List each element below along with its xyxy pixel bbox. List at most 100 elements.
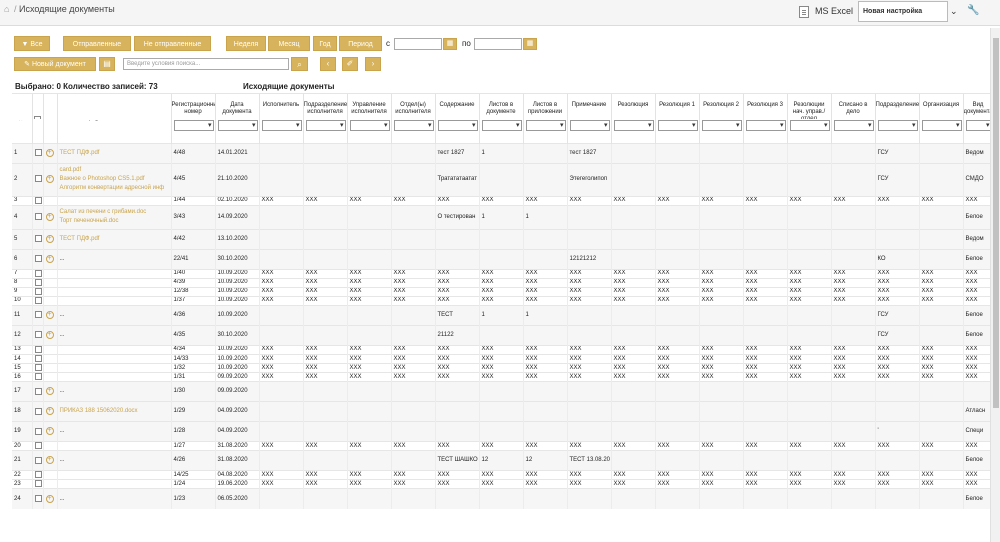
file-link[interactable]: ТЕСТ ПДФ.pdf [59, 235, 100, 242]
column-filter-select[interactable] [965, 120, 990, 131]
search-input[interactable]: Введите условия поиска... [123, 58, 289, 70]
add-circle-icon[interactable]: + [45, 175, 54, 184]
files-more[interactable]: ... [59, 428, 65, 435]
chevron-right-icon[interactable]: › [365, 57, 381, 71]
add-circle-icon[interactable]: + [45, 427, 54, 436]
add-circle-icon[interactable]: + [45, 212, 54, 221]
add-circle-icon[interactable]: + [45, 331, 54, 340]
period-custom-button[interactable]: Период [339, 36, 382, 51]
row-expand[interactable]: + [43, 401, 58, 422]
table-row[interactable]: 14 14/33 10.09.2020 XXX XXX XXX XXX XXX XXX XXX XX… [12, 353, 990, 364]
row-checkbox[interactable] [34, 311, 42, 319]
column-filter-select[interactable] [349, 120, 390, 131]
column-header[interactable]: Резолюция 3 [743, 94, 788, 143]
row-select[interactable] [32, 479, 44, 489]
scrollbar-thumb[interactable] [993, 38, 999, 408]
column-filter-select[interactable] [745, 120, 786, 131]
row-select[interactable] [32, 401, 44, 422]
home-icon[interactable]: ⌂ [4, 4, 10, 14]
table-row[interactable]: 13 4/34 10.09.2020 XXX XXX XXX XXX XXX XXX XXX XXX… [12, 344, 990, 355]
files-more[interactable]: ... [59, 495, 65, 502]
column-header[interactable]: Списано в дело [831, 94, 876, 143]
row-select[interactable] [32, 372, 44, 382]
column-filter-select[interactable] [833, 120, 874, 131]
column-header[interactable]: Резолюция 2 [699, 94, 744, 143]
row-expand[interactable]: + [43, 142, 58, 163]
row-select[interactable] [32, 353, 44, 364]
table-row[interactable]: 7 1/40 10.09.2020 XXX XXX XXX XXX XXX XXX XXX XXX X… [12, 268, 990, 279]
row-expand[interactable]: + [43, 204, 58, 230]
column-filter-select[interactable] [481, 120, 522, 131]
column-filter-select[interactable] [261, 120, 302, 131]
table-row[interactable]: 21 +... 4/26 31.08.2020 ТЕСТ ШАШКО 12 12 ТЕСТ 1… [12, 450, 990, 471]
column-header[interactable]: Управление исполнителя [347, 94, 392, 143]
period-week-button[interactable]: Неделя [226, 36, 266, 51]
row-checkbox[interactable] [34, 407, 42, 415]
document-icon[interactable]: ▤ [99, 57, 115, 71]
column-header[interactable]: № [12, 94, 33, 143]
column-header[interactable]: Дата документа [215, 94, 260, 143]
row-select[interactable] [32, 195, 44, 206]
table-row[interactable]: 8 4/39 10.09.2020 XXX XXX XXX XXX XXX XXX XXX XXX X… [12, 277, 990, 288]
row-checkbox[interactable] [34, 427, 42, 435]
table-row[interactable]: 3 1/44 02.10.2020 XXX XXX XXX XXX XXX XXX XXX XXX X… [12, 195, 990, 206]
filter-not-sent-button[interactable]: Не отправленные [134, 36, 211, 51]
chevron-left-icon[interactable]: ‹ [320, 57, 336, 71]
preset-select[interactable]: Новая настройка [858, 1, 948, 22]
add-circle-icon[interactable]: + [45, 456, 54, 465]
row-checkbox[interactable] [34, 471, 42, 479]
row-expand[interactable]: + [43, 488, 58, 509]
column-filter-select[interactable] [921, 120, 962, 131]
files-more[interactable]: ... [59, 255, 65, 262]
filter-sent-button[interactable]: Отправленные [63, 36, 131, 51]
excel-icon[interactable] [799, 6, 809, 18]
row-select[interactable] [32, 344, 44, 355]
calendar-icon[interactable]: ▦ [523, 38, 537, 50]
table-row[interactable]: 23 1/24 19.06.2020 XXX XXX XXX XXX XXX XXX XXX XXX… [12, 479, 990, 489]
row-expand[interactable]: + [43, 324, 58, 346]
row-checkbox[interactable] [34, 373, 42, 381]
column-header[interactable]: Подразделение [875, 94, 920, 143]
column-header[interactable]: Отдел(ы) исполнителя [391, 94, 436, 143]
new-document-button[interactable]: ✎ Новый документ [14, 57, 96, 71]
column-filter-select[interactable] [173, 120, 214, 131]
add-circle-icon[interactable]: + [45, 254, 54, 263]
column-header[interactable]: Листов в приложении [523, 94, 568, 143]
add-circle-icon[interactable]: + [45, 494, 54, 503]
file-link[interactable]: Салат из печени с грибами.doc [59, 209, 147, 216]
column-header[interactable]: Вид документа [963, 94, 990, 143]
row-checkbox[interactable] [34, 148, 42, 156]
row-checkbox[interactable] [34, 297, 42, 304]
row-checkbox[interactable] [34, 442, 42, 450]
row-checkbox[interactable] [34, 235, 42, 243]
row-select[interactable] [32, 277, 44, 288]
row-checkbox[interactable] [34, 255, 42, 263]
row-select[interactable] [32, 488, 44, 509]
column-header[interactable]: Резолюция [611, 94, 656, 143]
row-select[interactable] [32, 162, 44, 196]
table-row[interactable]: 20 1/27 31.08.2020 XXX XXX XXX XXX XXX XXX XXX XXX… [12, 441, 990, 451]
search-icon[interactable]: ⌕ [291, 57, 308, 71]
table-row[interactable]: 24 +... 1/23 06.05.2020 Белое [12, 488, 990, 509]
eraser-icon[interactable]: ✐ [342, 57, 358, 71]
table-row[interactable]: 6 +... 22/41 30.10.2020 12121212 КО Белое [12, 248, 990, 270]
add-circle-icon[interactable]: + [45, 148, 54, 157]
files-more[interactable]: ... [59, 388, 65, 395]
row-checkbox[interactable] [34, 456, 42, 464]
row-select[interactable] [32, 324, 44, 346]
table-row[interactable]: 5 + ТЕСТ ПДФ.pdf 4/42 13.10.2020 Ведом [12, 228, 990, 250]
row-expand[interactable]: + [43, 248, 58, 270]
files-more[interactable]: ... [59, 457, 65, 464]
add-circle-icon[interactable]: + [45, 407, 54, 416]
row-expand[interactable]: + [43, 450, 58, 471]
table-row[interactable]: 1 + ТЕСТ ПДФ.pdf 4/48 14.01.2021 тест 1827 1 те… [12, 142, 990, 163]
export-excel-button[interactable]: MS Excel [815, 6, 854, 16]
chevron-down-icon[interactable]: ⌄ [950, 6, 958, 16]
filter-all-button[interactable]: ▼ Все [14, 36, 50, 51]
column-filter-select[interactable] [437, 120, 478, 131]
file-link[interactable]: ПРИКАЗ 188 15062020.docx [59, 408, 138, 415]
row-expand[interactable]: + [43, 381, 58, 402]
row-select[interactable] [32, 450, 44, 471]
row-checkbox[interactable] [34, 197, 42, 204]
column-header[interactable]: Листов в документе [479, 94, 524, 143]
